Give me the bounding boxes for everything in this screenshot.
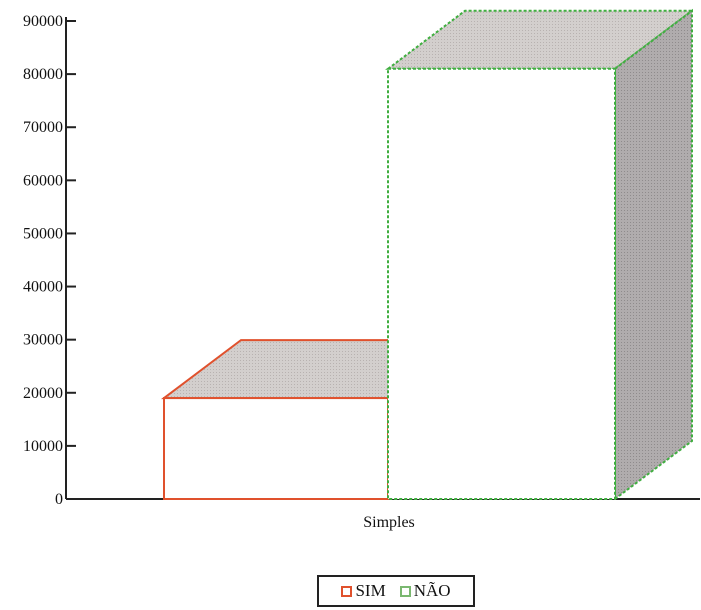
x-category-label: Simples (363, 514, 415, 531)
legend-swatch-nao (399, 585, 411, 597)
bar-front-face (163, 397, 389, 501)
legend-item-nao: NÃO (399, 581, 451, 601)
legend: SIM NÃO (317, 575, 475, 607)
y-tick-label: 50000 (23, 225, 63, 242)
y-tick-label: 80000 (23, 66, 63, 83)
y-tick-label: 90000 (23, 13, 63, 30)
bar-side-face (614, 8, 693, 502)
legend-label-sim: SIM (355, 581, 386, 600)
y-tick-label: 20000 (23, 385, 63, 402)
y-tick-label: 30000 (23, 332, 63, 349)
y-tick-label: 0 (55, 491, 63, 508)
legend-label-nao: NÃO (413, 581, 451, 600)
bar-nao (385, 8, 695, 502)
legend-swatch-sim (341, 585, 353, 597)
bars (161, 8, 695, 502)
y-tick-label: 40000 (23, 279, 63, 296)
y-tick-label: 60000 (23, 172, 63, 189)
y-tick-label: 10000 (23, 438, 63, 455)
bar-front-face (387, 67, 616, 501)
legend-item-sim: SIM (341, 581, 386, 601)
y-tick-label: 70000 (23, 119, 63, 136)
labels: 0 10000 20000 30000 40000 50000 60000 70000 8000… (23, 13, 415, 531)
